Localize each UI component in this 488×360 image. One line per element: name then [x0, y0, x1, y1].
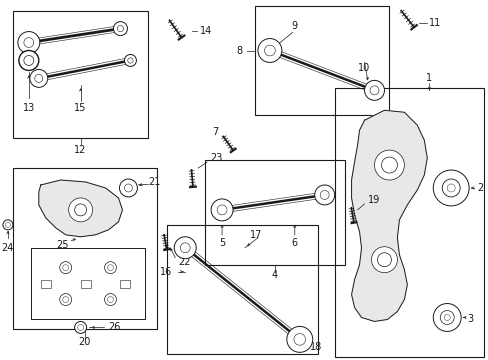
Text: 20: 20 [78, 337, 91, 347]
Circle shape [5, 222, 10, 227]
Text: 18: 18 [309, 342, 321, 352]
Bar [205, 160, 344, 265]
Text: 4: 4 [271, 270, 277, 280]
Text: 25: 25 [56, 240, 69, 250]
Circle shape [377, 253, 390, 267]
Circle shape [320, 190, 328, 199]
Text: 13: 13 [22, 103, 35, 113]
Text: 7: 7 [211, 127, 218, 137]
Bar [13, 168, 157, 329]
Circle shape [293, 334, 305, 345]
Circle shape [314, 185, 334, 205]
Circle shape [264, 45, 275, 56]
Text: 26: 26 [108, 323, 121, 332]
Circle shape [117, 26, 123, 32]
Text: 24: 24 [2, 243, 14, 253]
Text: 3: 3 [466, 314, 472, 324]
Circle shape [258, 39, 281, 62]
Circle shape [124, 54, 136, 67]
Circle shape [127, 58, 133, 63]
Text: 16: 16 [160, 267, 172, 276]
Bar [13, 11, 148, 138]
Bar [334, 88, 483, 357]
Circle shape [217, 205, 226, 215]
Text: 6: 6 [291, 238, 297, 248]
Circle shape [374, 150, 404, 180]
Bar [167, 225, 317, 354]
Text: 2: 2 [476, 183, 482, 193]
Circle shape [119, 179, 137, 197]
Circle shape [371, 247, 397, 273]
Circle shape [107, 297, 113, 302]
Circle shape [381, 157, 397, 173]
Circle shape [60, 293, 72, 306]
Circle shape [24, 37, 34, 48]
Circle shape [124, 184, 132, 192]
Circle shape [75, 321, 86, 333]
Circle shape [3, 220, 13, 230]
Text: 1: 1 [426, 73, 431, 84]
Circle shape [24, 55, 34, 66]
Circle shape [447, 184, 454, 192]
Circle shape [180, 243, 190, 253]
Circle shape [432, 303, 460, 332]
Text: 9: 9 [291, 21, 297, 31]
Circle shape [78, 324, 83, 330]
Circle shape [174, 237, 196, 259]
Circle shape [369, 86, 378, 95]
Circle shape [19, 50, 39, 71]
Circle shape [62, 297, 68, 302]
Text: 11: 11 [428, 18, 441, 28]
Polygon shape [351, 110, 427, 321]
Text: 21: 21 [148, 177, 161, 187]
Circle shape [68, 198, 92, 222]
Text: 10: 10 [358, 63, 370, 73]
Circle shape [62, 265, 68, 271]
Text: 5: 5 [219, 238, 225, 248]
Circle shape [75, 204, 86, 216]
Bar [81, 280, 90, 288]
Circle shape [113, 22, 127, 36]
Bar [254, 6, 388, 115]
Text: 17: 17 [249, 230, 262, 240]
Circle shape [441, 179, 459, 197]
Text: 15: 15 [74, 103, 87, 113]
Text: 12: 12 [74, 145, 87, 155]
Text: 23: 23 [210, 153, 222, 163]
Text: 14: 14 [200, 26, 212, 36]
Circle shape [286, 327, 312, 352]
Bar [41, 280, 51, 288]
Circle shape [443, 315, 449, 320]
Polygon shape [39, 180, 122, 237]
Circle shape [107, 265, 113, 271]
Circle shape [30, 69, 48, 87]
Circle shape [18, 32, 40, 54]
Circle shape [104, 262, 116, 274]
Circle shape [60, 262, 72, 274]
Bar [120, 280, 130, 288]
Circle shape [432, 170, 468, 206]
Text: 22: 22 [178, 257, 190, 267]
Text: 19: 19 [367, 195, 379, 205]
Text: 8: 8 [235, 45, 242, 55]
Circle shape [35, 75, 43, 82]
Circle shape [211, 199, 233, 221]
Circle shape [439, 310, 453, 324]
Circle shape [364, 80, 384, 100]
Circle shape [104, 293, 116, 306]
